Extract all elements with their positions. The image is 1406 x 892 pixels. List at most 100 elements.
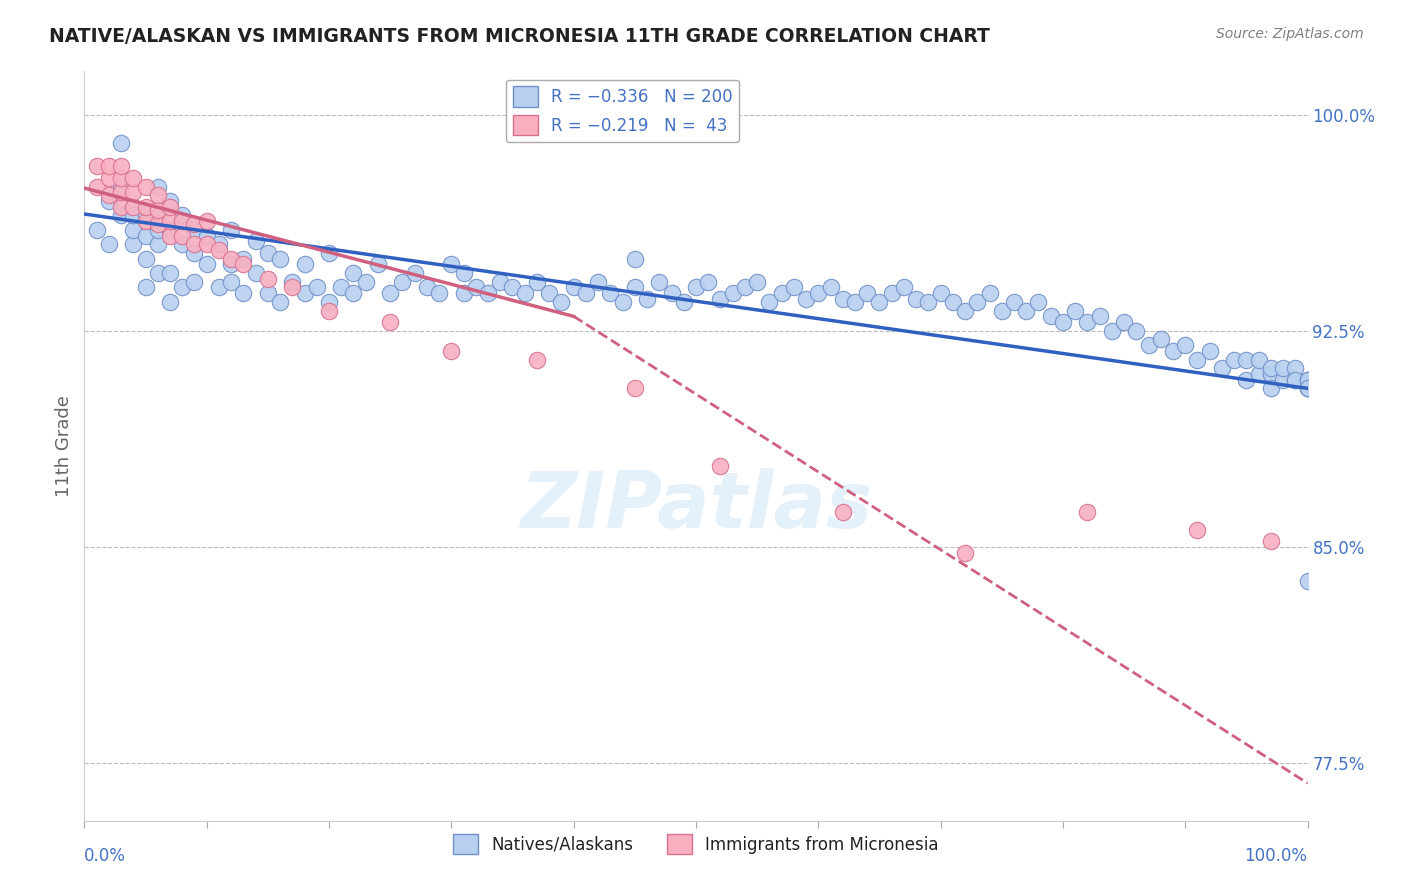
Point — [453, 266, 475, 280]
Point — [1002, 294, 1025, 309]
Point — [1064, 303, 1087, 318]
Point — [427, 286, 450, 301]
Point — [146, 266, 169, 280]
Point — [1284, 373, 1306, 387]
Point — [1187, 523, 1209, 537]
Point — [464, 280, 486, 294]
Point — [953, 546, 976, 560]
Point — [159, 194, 181, 208]
Text: 0.0%: 0.0% — [84, 847, 127, 864]
Point — [208, 243, 231, 257]
Point — [219, 223, 242, 237]
Point — [146, 188, 169, 202]
Point — [648, 275, 671, 289]
Point — [97, 194, 120, 208]
Point — [1284, 373, 1306, 387]
Point — [146, 223, 169, 237]
Point — [440, 343, 463, 358]
Point — [513, 286, 536, 301]
Point — [747, 275, 769, 289]
Point — [219, 275, 242, 289]
Point — [697, 275, 720, 289]
Point — [489, 275, 512, 289]
Point — [172, 280, 194, 294]
Point — [183, 237, 205, 252]
Point — [195, 228, 218, 243]
Point — [783, 280, 806, 294]
Point — [575, 286, 598, 301]
Point — [1052, 315, 1074, 329]
Point — [183, 275, 205, 289]
Point — [1114, 315, 1136, 329]
Point — [502, 280, 524, 294]
Point — [122, 209, 145, 223]
Text: 100.0%: 100.0% — [1244, 847, 1308, 864]
Point — [122, 237, 145, 252]
Point — [269, 252, 291, 266]
Point — [281, 280, 304, 294]
Point — [929, 286, 952, 301]
Point — [526, 275, 548, 289]
Point — [183, 217, 205, 231]
Point — [1161, 343, 1184, 358]
Point — [135, 209, 157, 223]
Point — [305, 280, 328, 294]
Point — [1296, 381, 1319, 395]
Point — [122, 186, 145, 200]
Point — [586, 275, 609, 289]
Point — [453, 286, 475, 301]
Point — [1260, 534, 1282, 549]
Point — [245, 235, 267, 249]
Point — [342, 266, 364, 280]
Point — [1174, 338, 1197, 352]
Point — [1223, 352, 1246, 367]
Point — [86, 160, 108, 174]
Point — [734, 280, 756, 294]
Point — [380, 286, 402, 301]
Point — [612, 294, 634, 309]
Point — [942, 294, 965, 309]
Point — [709, 292, 731, 306]
Text: NATIVE/ALASKAN VS IMMIGRANTS FROM MICRONESIA 11TH GRADE CORRELATION CHART: NATIVE/ALASKAN VS IMMIGRANTS FROM MICRON… — [49, 27, 990, 45]
Point — [135, 228, 157, 243]
Point — [318, 294, 340, 309]
Point — [195, 237, 218, 252]
Point — [257, 246, 280, 260]
Point — [599, 286, 621, 301]
Point — [135, 179, 157, 194]
Point — [661, 286, 683, 301]
Point — [122, 200, 145, 214]
Point — [758, 294, 780, 309]
Point — [97, 171, 120, 186]
Point — [1296, 381, 1319, 395]
Point — [1187, 352, 1209, 367]
Point — [110, 200, 132, 214]
Point — [538, 286, 561, 301]
Point — [159, 214, 181, 228]
Point — [183, 246, 205, 260]
Point — [526, 352, 548, 367]
Point — [1076, 315, 1098, 329]
Point — [146, 237, 169, 252]
Point — [1260, 381, 1282, 395]
Point — [1236, 352, 1258, 367]
Point — [905, 292, 928, 306]
Point — [709, 459, 731, 474]
Point — [330, 280, 353, 294]
Point — [122, 171, 145, 186]
Y-axis label: 11th Grade: 11th Grade — [55, 395, 73, 497]
Point — [416, 280, 439, 294]
Point — [1137, 338, 1160, 352]
Point — [1247, 367, 1270, 381]
Point — [856, 286, 879, 301]
Point — [991, 303, 1014, 318]
Point — [1296, 574, 1319, 589]
Point — [1211, 361, 1233, 376]
Point — [1272, 373, 1295, 387]
Point — [1296, 381, 1319, 395]
Point — [110, 179, 132, 194]
Point — [794, 292, 817, 306]
Point — [195, 257, 218, 271]
Point — [172, 228, 194, 243]
Point — [318, 303, 340, 318]
